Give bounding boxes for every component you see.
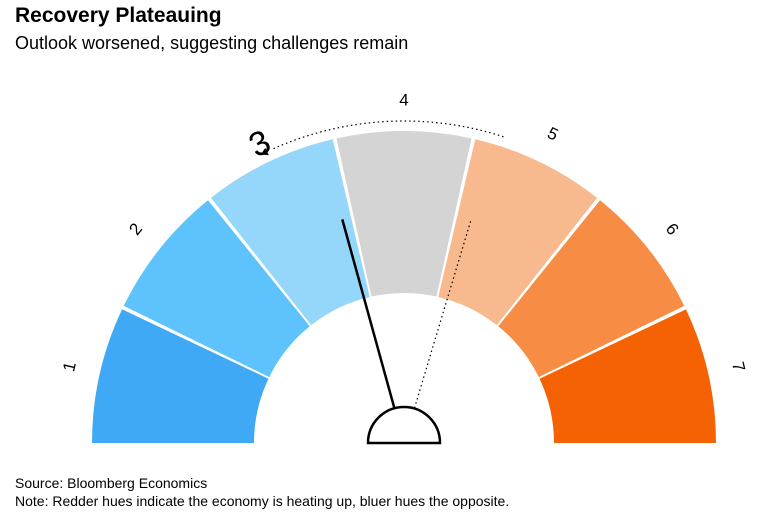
- gauge-segment-3: [210, 139, 370, 326]
- hue-note: Note: Redder hues indicate the economy i…: [15, 493, 510, 509]
- gauge-segment-4: [336, 131, 472, 297]
- change-arc-path: [271, 120, 504, 150]
- scale-label-7: 7: [728, 360, 749, 373]
- change-arrowhead: [260, 147, 269, 156]
- gauge-segment-6: [498, 200, 685, 378]
- needle-hub: [366, 405, 442, 445]
- gauge-segment-2: [123, 200, 310, 378]
- scale-label-4: 4: [399, 90, 408, 109]
- change-arc: [260, 120, 504, 156]
- gauge-segment-5: [438, 139, 598, 326]
- previous-needle: [412, 220, 472, 413]
- gauge-needles: [341, 219, 472, 445]
- gauge-chart: 1 2 3 4 5 6 7: [59, 90, 749, 445]
- chart-title: Recovery Plateauing: [15, 4, 222, 27]
- scale-label-1: 1: [59, 360, 80, 373]
- source-note: Source: Bloomberg Economics: [15, 475, 208, 491]
- current-needle: [341, 219, 397, 413]
- gauge-segment-7: [539, 309, 716, 443]
- scale-label-5: 5: [544, 123, 561, 144]
- chart-footer: Source: Bloomberg Economics Note: Redder…: [15, 474, 509, 510]
- scale-label-2: 2: [125, 220, 146, 239]
- scale-label-3: 3: [243, 123, 277, 165]
- scale-label-6: 6: [662, 220, 683, 239]
- gauge-segment-1: [92, 309, 269, 443]
- chart-subtitle: Outlook worsened, suggesting challenges …: [15, 33, 409, 53]
- gauge-segments: [92, 131, 716, 443]
